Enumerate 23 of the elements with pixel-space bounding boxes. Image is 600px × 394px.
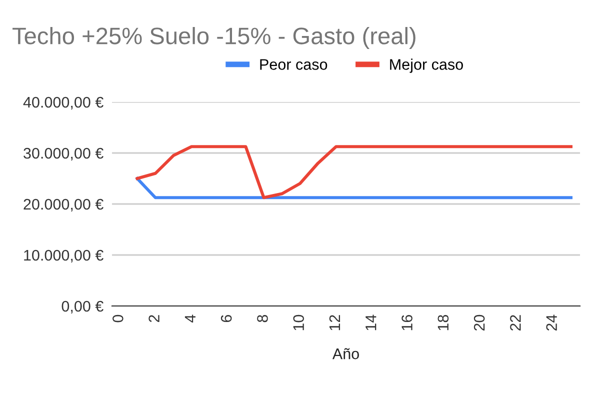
x-tick-label: 24 bbox=[546, 314, 557, 331]
x-tick-label: 0 bbox=[112, 314, 124, 322]
x-tick-label: 2 bbox=[148, 315, 160, 322]
legend-label: Mejor caso bbox=[390, 58, 463, 73]
x-tick-label: 14 bbox=[366, 314, 376, 330]
y-tick-label: 20.000,00 € bbox=[24, 198, 104, 212]
x-tick-label: 20 bbox=[474, 314, 485, 331]
x-tick-label: 18 bbox=[438, 314, 449, 330]
x-tick-label: 6 bbox=[220, 315, 232, 322]
y-tick-label: 30.000,00 € bbox=[24, 148, 104, 160]
x-tick-label: 16 bbox=[402, 315, 412, 330]
x-tick-label: 10 bbox=[293, 314, 304, 330]
x-tick-label: 4 bbox=[184, 314, 196, 322]
x-tick-label: 12 bbox=[329, 315, 340, 330]
legend-label: Peor caso bbox=[260, 59, 328, 70]
y-tick-label: 0,00 € bbox=[62, 300, 104, 314]
x-axis-title: Año bbox=[332, 348, 359, 360]
chart-title: Techo +25% Suelo -15% - Gasto (real) bbox=[12, 26, 416, 49]
x-tick-label: 8 bbox=[257, 314, 268, 322]
y-tick-label: 40.000,00 € bbox=[23, 96, 104, 110]
x-tick-label: 22 bbox=[510, 315, 521, 331]
line-series bbox=[136, 145, 572, 200]
y-tick-label: 10.000,00 € bbox=[24, 250, 104, 262]
